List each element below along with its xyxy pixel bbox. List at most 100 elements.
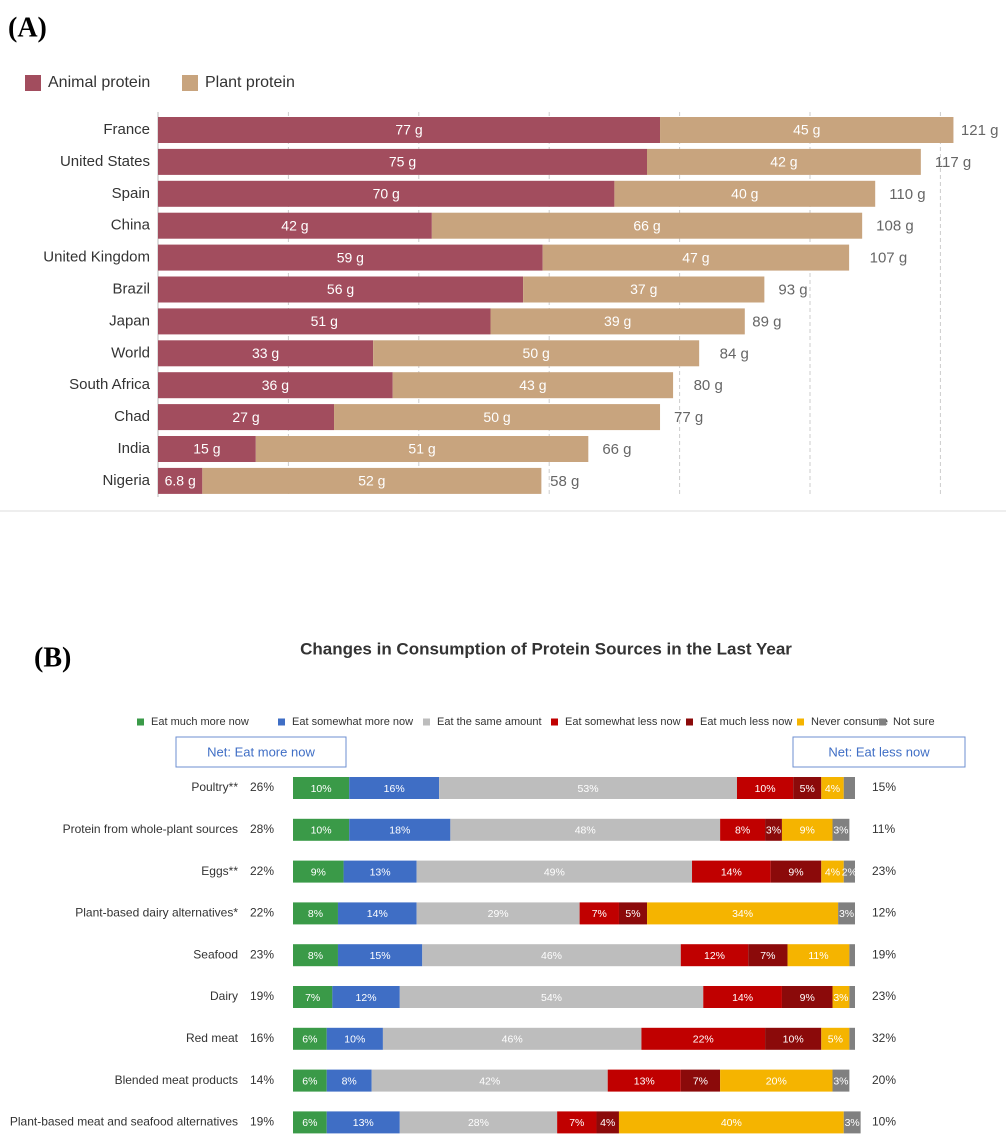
bar-segment — [332, 986, 400, 1008]
legend-swatch — [278, 718, 285, 726]
value-label: 42 g — [281, 217, 308, 233]
net-less-label: 23% — [872, 864, 896, 878]
bar-segment — [787, 944, 850, 967]
total-label: 107 g — [870, 250, 908, 267]
bar-segment — [614, 180, 876, 207]
value-label: 3% — [833, 1075, 848, 1087]
bar-segment — [158, 467, 203, 494]
bar-segment — [382, 1027, 642, 1050]
value-label: 66 g — [633, 217, 660, 233]
legend-swatch — [25, 75, 41, 91]
bar-segment — [579, 902, 619, 925]
panel-label: (A) — [8, 12, 47, 43]
value-label: 34% — [732, 908, 753, 920]
bar-segment — [557, 1111, 597, 1134]
value-label: 9% — [800, 992, 815, 1004]
legend-swatch — [137, 718, 144, 726]
category-label: World — [111, 344, 150, 361]
bar-segment — [158, 436, 256, 462]
value-label: 33 g — [252, 345, 279, 361]
value-label: 40% — [721, 1117, 742, 1129]
value-label: 3% — [833, 992, 848, 1004]
value-label: 3% — [839, 908, 854, 920]
value-label: 7% — [760, 950, 775, 962]
total-label: 89 g — [752, 313, 781, 330]
total-label: 93 g — [778, 281, 807, 298]
value-label: 51 g — [408, 441, 435, 457]
value-label: 36 g — [262, 377, 289, 393]
bar-segment — [158, 148, 647, 175]
value-label: 56 g — [327, 281, 354, 297]
value-label: 15% — [370, 950, 391, 962]
net-title: Net: Eat less now — [828, 744, 930, 759]
value-label: 12% — [356, 992, 377, 1004]
legend-label: Animal protein — [48, 74, 150, 91]
value-label: 4% — [600, 1117, 615, 1129]
value-label: 12% — [704, 950, 725, 962]
value-label: 42% — [479, 1075, 500, 1087]
bar-segment — [849, 986, 855, 1008]
category-label: Blended meat products — [115, 1073, 238, 1087]
value-label: 50 g — [523, 345, 550, 361]
bar-segment — [821, 777, 844, 799]
value-label: 6% — [302, 1117, 317, 1129]
legend-swatch — [879, 718, 886, 726]
bar-segment — [703, 986, 782, 1008]
value-label: 13% — [370, 866, 391, 878]
bar-segment — [793, 777, 822, 799]
bar-segment — [392, 372, 674, 399]
total-label: 66 g — [602, 441, 631, 458]
legend-swatch — [551, 718, 558, 726]
bar-segment — [293, 860, 344, 883]
legend-label: Eat somewhat more now — [292, 716, 413, 728]
value-label: 6.8 g — [165, 473, 196, 489]
total-label: 58 g — [550, 473, 579, 490]
value-label: 3% — [833, 825, 848, 837]
bar-segment — [849, 944, 855, 967]
bar-segment — [736, 777, 794, 799]
category-label: Protein from whole-plant sources — [63, 822, 238, 836]
value-label: 7% — [305, 992, 320, 1004]
bar-segment — [770, 860, 822, 883]
category-label: Chad — [114, 408, 150, 425]
value-label: 52 g — [358, 473, 385, 489]
value-label: 6% — [302, 1034, 317, 1046]
bar-segment — [255, 436, 589, 462]
bar-segment — [416, 902, 580, 925]
legend-label: Eat much less now — [700, 716, 792, 728]
category-label: Poultry** — [191, 780, 238, 794]
value-label: 6% — [302, 1075, 317, 1087]
total-label: 110 g — [889, 186, 925, 203]
panel-label: (B) — [34, 642, 71, 673]
net-less-label: 15% — [872, 780, 896, 794]
category-label: Nigeria — [102, 472, 150, 489]
category-label: Eggs** — [201, 864, 238, 878]
bar-segment — [326, 1027, 383, 1050]
bar-segment — [399, 1111, 558, 1134]
value-label: 10% — [344, 1034, 365, 1046]
bar-segment — [337, 902, 417, 925]
bar-segment — [832, 986, 850, 1008]
net-more-label: 23% — [250, 947, 274, 961]
bar-segment — [720, 1069, 833, 1092]
bar-segment — [843, 1111, 861, 1134]
bar-segment — [337, 944, 423, 967]
legend-label: Plant protein — [205, 74, 295, 91]
chart-title: Changes in Consumption of Protein Source… — [300, 639, 792, 658]
value-label: 45 g — [793, 122, 820, 138]
bar-segment — [293, 902, 338, 925]
value-label: 8% — [735, 825, 750, 837]
value-label: 47 g — [682, 249, 709, 265]
value-label: 5% — [625, 908, 640, 920]
bar-segment — [618, 1111, 844, 1134]
net-box — [792, 736, 966, 768]
value-label: 14% — [732, 992, 753, 1004]
category-label: China — [111, 217, 151, 234]
category-label: India — [117, 440, 150, 457]
category-label: Spain — [112, 185, 150, 202]
net-less-label: 23% — [872, 989, 896, 1003]
bar-segment — [542, 244, 850, 271]
value-label: 49% — [544, 866, 565, 878]
value-label: 50 g — [483, 409, 510, 425]
value-label: 10% — [783, 1034, 804, 1046]
